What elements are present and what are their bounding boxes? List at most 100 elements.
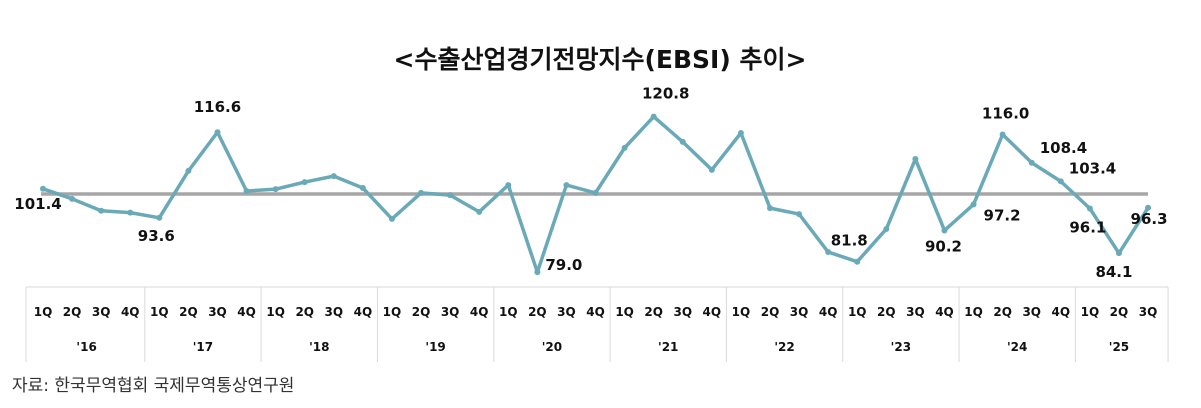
x-tick-label: 1Q bbox=[1081, 305, 1100, 319]
x-tick-label: 4Q bbox=[1052, 305, 1071, 319]
data-point bbox=[650, 113, 657, 120]
x-tick-label: 2Q bbox=[63, 305, 82, 319]
data-label: 81.8 bbox=[831, 232, 868, 250]
data-point bbox=[854, 258, 861, 265]
x-tick-label: 4Q bbox=[470, 305, 489, 319]
data-point bbox=[98, 207, 105, 214]
x-tick-label: 3Q bbox=[325, 305, 344, 319]
x-tick-label: 4Q bbox=[935, 305, 954, 319]
year-label: '22 bbox=[774, 340, 794, 354]
data-label: 96.1 bbox=[1069, 219, 1106, 237]
data-point bbox=[40, 185, 46, 192]
x-tick-label: 2Q bbox=[179, 305, 198, 319]
x-tick-label: 1Q bbox=[848, 305, 867, 319]
x-tick-label: 1Q bbox=[150, 305, 169, 319]
x-tick-label: 3Q bbox=[1022, 305, 1041, 319]
x-tick-label: 3Q bbox=[1139, 305, 1158, 319]
data-label: 120.8 bbox=[642, 85, 689, 103]
year-label: '16 bbox=[76, 340, 96, 354]
x-tick-label: 2Q bbox=[644, 305, 663, 319]
data-point bbox=[272, 186, 279, 193]
x-tick-label: 1Q bbox=[732, 305, 751, 319]
data-label: 96.3 bbox=[1131, 210, 1168, 228]
x-tick-label: 3Q bbox=[673, 305, 692, 319]
data-point bbox=[621, 144, 628, 151]
year-label: '19 bbox=[425, 340, 445, 354]
data-point bbox=[1115, 250, 1122, 257]
x-tick-label: 1Q bbox=[34, 305, 53, 319]
year-label: '24 bbox=[1007, 340, 1027, 354]
data-label: 84.1 bbox=[1095, 263, 1132, 281]
year-label: '25 bbox=[1109, 340, 1129, 354]
x-tick-label: 2Q bbox=[528, 305, 547, 319]
data-point bbox=[563, 182, 570, 189]
data-point bbox=[1145, 204, 1152, 211]
data-point bbox=[708, 166, 715, 173]
data-point bbox=[737, 129, 744, 136]
x-tick-label: 3Q bbox=[208, 305, 227, 319]
year-label: '20 bbox=[542, 340, 562, 354]
x-tick-label: 1Q bbox=[499, 305, 518, 319]
data-label: 93.6 bbox=[138, 227, 175, 245]
year-label: '18 bbox=[309, 340, 329, 354]
data-point bbox=[767, 205, 773, 212]
x-tick-label: 4Q bbox=[703, 305, 722, 319]
data-point bbox=[243, 188, 250, 195]
data-point bbox=[447, 192, 454, 199]
x-tick-label: 3Q bbox=[906, 305, 925, 319]
x-tick-label: 1Q bbox=[266, 305, 285, 319]
x-tick-label: 4Q bbox=[121, 305, 140, 319]
data-point bbox=[418, 189, 425, 196]
x-tick-label: 1Q bbox=[383, 305, 402, 319]
x-tick-label: 4Q bbox=[586, 305, 605, 319]
x-tick-label: 4Q bbox=[819, 305, 838, 319]
data-point bbox=[912, 156, 919, 163]
data-label: 108.4 bbox=[1040, 139, 1087, 157]
x-tick-label: 3Q bbox=[92, 305, 111, 319]
data-point bbox=[1086, 205, 1093, 212]
year-label: '21 bbox=[658, 340, 678, 354]
data-point bbox=[1028, 159, 1035, 166]
data-point bbox=[999, 131, 1006, 138]
data-label: 90.2 bbox=[925, 237, 962, 255]
x-tick-label: 3Q bbox=[557, 305, 576, 319]
data-point bbox=[69, 195, 76, 202]
data-point bbox=[883, 225, 890, 232]
x-tick-label: 2Q bbox=[993, 305, 1012, 319]
x-tick-label: 2Q bbox=[877, 305, 896, 319]
x-tick-label: 2Q bbox=[761, 305, 780, 319]
data-point bbox=[156, 214, 163, 221]
x-tick-label: 3Q bbox=[441, 305, 460, 319]
x-tick-label: 2Q bbox=[1110, 305, 1129, 319]
data-label: 116.0 bbox=[982, 104, 1029, 122]
data-label: 103.4 bbox=[1069, 159, 1116, 177]
x-axis-table: 1Q 2Q 3Q 4Q '16 1Q 2Q 3Q 4Q '17 1Q 2Q 3Q 4Q '18 1Q 2Q 3Q 4… bbox=[25, 286, 1169, 362]
x-tick-label: 4Q bbox=[237, 305, 256, 319]
chart-title: <수출산업경기전망지수(EBSI) 추이> bbox=[394, 45, 807, 74]
data-point bbox=[476, 208, 483, 215]
data-point bbox=[127, 209, 134, 216]
x-tick-label: 3Q bbox=[790, 305, 809, 319]
x-tick-label: 2Q bbox=[412, 305, 431, 319]
data-point bbox=[592, 189, 599, 196]
data-label: 101.4 bbox=[14, 195, 61, 213]
data-point bbox=[185, 167, 192, 174]
data-points bbox=[40, 113, 1152, 276]
data-point bbox=[214, 129, 221, 136]
data-point bbox=[388, 215, 395, 222]
data-point bbox=[1057, 178, 1064, 185]
data-point bbox=[330, 173, 337, 180]
data-point bbox=[970, 201, 977, 208]
data-label: 79.0 bbox=[545, 256, 582, 274]
data-label: 97.2 bbox=[984, 206, 1021, 224]
x-tick-label: 4Q bbox=[354, 305, 373, 319]
data-point bbox=[301, 179, 308, 186]
data-point bbox=[505, 182, 512, 189]
x-tick-label: 1Q bbox=[964, 305, 983, 319]
year-label: '23 bbox=[891, 340, 911, 354]
data-point bbox=[679, 138, 686, 145]
data-point bbox=[941, 227, 948, 234]
source-note: 자료: 한국무역협회 국제무역통상연구원 bbox=[12, 376, 294, 396]
data-labels: 101.4 93.6 116.6 79.0 120.8 81.8 90.2 97.2 116.0… bbox=[14, 85, 1167, 282]
